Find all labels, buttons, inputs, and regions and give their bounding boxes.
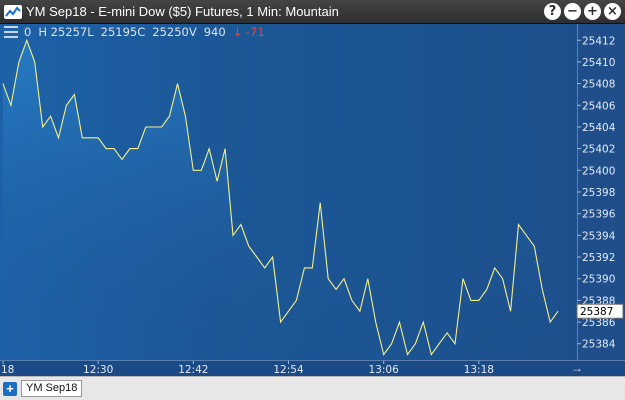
price-tick-label: 25402	[582, 144, 615, 156]
minimize-icon[interactable]: −	[564, 3, 581, 20]
price-tick-label: 25400	[582, 165, 615, 177]
price-tick-label: 25392	[582, 252, 615, 264]
time-tick-label: 13:06	[369, 364, 400, 376]
high-value: H 25257L	[38, 25, 94, 39]
price-chart: 2538425386253882539025392253942539625398…	[2, 35, 624, 360]
current-price-tag	[576, 303, 624, 319]
chart-line-icon	[2, 1, 24, 23]
change-value: ↓ -71	[232, 25, 265, 39]
time-tick-label: 13:18	[464, 364, 494, 376]
price-tick-label: 25398	[582, 187, 615, 199]
menu-icon[interactable]	[4, 26, 18, 38]
add-tab-button[interactable]: +	[3, 381, 17, 396]
close-icon[interactable]: ×	[604, 3, 621, 20]
price-tick-label: 25390	[582, 274, 615, 286]
info-bar: 0 H 25257L 25195C 25250V 940 ↓ -71	[0, 24, 265, 40]
price-tick-label: 25386	[582, 317, 616, 329]
price-tick-label: 25412	[582, 35, 615, 47]
scroll-right-icon[interactable]: →	[571, 361, 583, 375]
time-tick-label: 12:54	[273, 364, 304, 376]
time-tick-label: 12:42	[178, 364, 208, 376]
price-tick-label: 25410	[582, 57, 615, 69]
time-axis-labels: 18 12:30 12:42 12:54 13:06 13:18	[1, 361, 494, 376]
close-value: 25195C	[100, 25, 146, 39]
window-controls: ? − + ×	[544, 3, 621, 20]
price-tick-label: 25384	[582, 339, 616, 351]
volume-value: 25250V	[152, 25, 197, 39]
price-tick-label: 25396	[582, 209, 616, 221]
price-tick-label: 25406	[582, 100, 616, 112]
window-title: YM Sep18 - E-mini Dow ($5) Futures, 1 Mi…	[26, 4, 339, 19]
tab-bar: + YM Sep18	[0, 376, 625, 400]
current-price-label: 25387	[580, 306, 613, 318]
help-icon[interactable]: ?	[544, 3, 561, 20]
time-tick-label: 12:30	[83, 364, 113, 376]
time-axis[interactable]: 18 12:30 12:42 12:54 13:06 13:18 →	[0, 360, 625, 376]
price-tick-label: 25404	[582, 122, 616, 134]
time-tick-label: 18	[1, 364, 14, 376]
window-title-bar: YM Sep18 - E-mini Dow ($5) Futures, 1 Mi…	[0, 0, 625, 24]
price-tick-label: 25394	[582, 230, 616, 242]
price-area-fill	[3, 40, 559, 360]
tab-ym-sep18[interactable]: YM Sep18	[21, 380, 83, 397]
price-tick-label: 25408	[582, 79, 615, 91]
chart-area[interactable]: 25384 25386 25388 25390 25392 25394 25396 25398…	[0, 24, 625, 360]
maximize-icon[interactable]: +	[584, 3, 601, 20]
open-value: 0	[24, 25, 32, 39]
volume-count: 940	[203, 25, 226, 39]
